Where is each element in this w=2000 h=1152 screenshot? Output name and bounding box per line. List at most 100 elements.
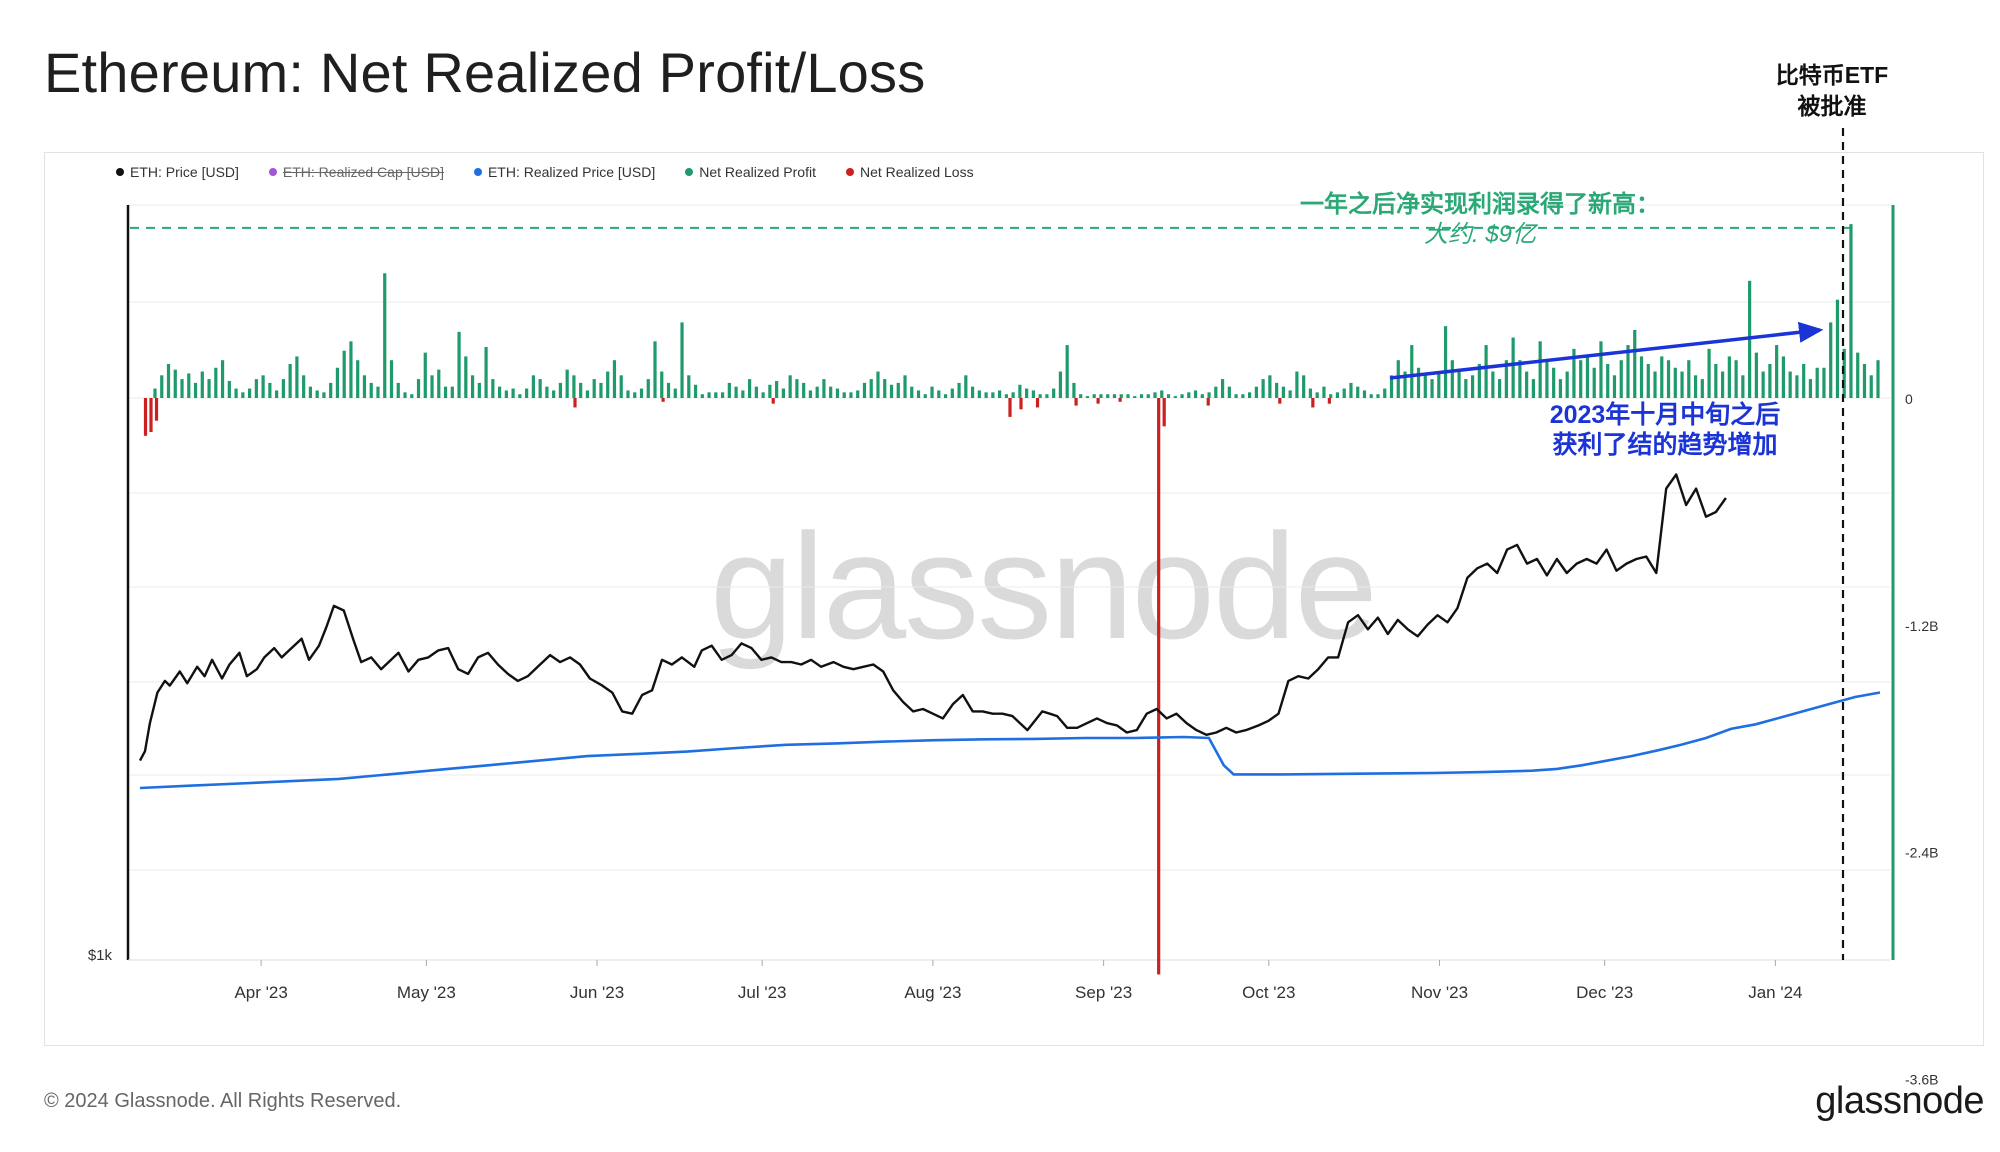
loss-bar [1162,398,1166,427]
profit-bar [1315,392,1319,398]
legend-item-realized-price[interactable]: ETH: Realized Price [USD] [473,164,655,180]
profit-bar [1693,375,1698,398]
profit-bar [673,388,677,398]
profit-bar [1275,382,1279,398]
x-axis-tick-label: Sep '23 [1075,983,1132,1002]
annotation-profit-trend-line2: 获利了结的趋势增加 [1552,431,1778,459]
profit-bar [1045,394,1049,398]
loss-bar [154,398,159,421]
profit-bar [680,322,684,398]
profit-bar [247,388,252,398]
profit-bar [1585,356,1590,398]
profit-bar [315,390,319,398]
profit-bar [592,379,596,398]
profit-bar [1808,379,1813,398]
profit-bar [288,363,292,398]
profit-bar [1241,394,1245,398]
profit-bar [166,363,171,398]
profit-bar [1531,379,1535,398]
legend-dot-icon [473,168,482,176]
profit-bar [193,382,198,398]
x-axis-tick-label: Jan '24 [1748,983,1802,1002]
profit-bar [295,356,299,398]
profit-bar [1457,369,1461,398]
profit-bar [1248,392,1252,398]
profit-bar [268,382,272,398]
profit-bar [1727,356,1731,398]
profit-bar [1538,341,1542,398]
profit-bar [1261,379,1265,398]
profit-bar [727,382,731,398]
profit-bar [1484,345,1488,398]
profit-bar [491,379,495,398]
profit-bar [1322,386,1326,398]
loss-bar [1311,398,1315,408]
profit-bar [1281,386,1285,398]
glassnode-logo[interactable]: glassnode [1815,1080,1984,1122]
profit-bar [1639,356,1644,398]
profit-bar [1666,360,1671,398]
profit-bar [416,379,421,398]
profit-bar [470,375,475,398]
profit-bar [1031,390,1035,398]
profit-bar [1038,394,1042,398]
profit-bar [1072,382,1076,398]
profit-bar [531,375,535,398]
profit-bar [1254,386,1258,398]
profit-bar [1781,356,1786,398]
profit-bar [1302,375,1306,398]
profit-bar [741,390,745,398]
profit-bar [302,375,306,398]
loss-bar [143,398,148,436]
profit-bar [430,375,434,398]
profit-bar [1423,375,1427,398]
loss-bar [1096,398,1100,404]
profit-bar [1383,388,1387,398]
profit-bar [1552,367,1556,398]
profit-bar [950,388,954,398]
profit-bar [883,379,887,398]
legend-dot-icon [845,168,854,176]
legend-item-net-realized-loss[interactable]: Net Realized Loss [845,164,974,180]
profit-bar [1619,360,1623,398]
left-axis-tick-label: $1k [88,947,113,964]
profit-bar [1741,375,1745,398]
profit-bar [903,375,907,398]
eth-realized-price-line [139,691,1881,790]
profit-bar [910,386,914,398]
profit-bar [1599,341,1603,398]
loss-bar [661,398,665,402]
profit-bar [896,382,900,398]
loss-bar [1019,398,1023,410]
x-axis-tick-label: Oct '23 [1242,983,1295,1002]
profit-bar [1376,394,1380,398]
profit-bar [957,382,961,398]
profit-bar [835,388,840,398]
profit-bar [1295,371,1299,398]
profit-bar [808,390,813,398]
profit-bar [511,388,515,398]
profit-bar [187,373,191,398]
profit-bar [1443,326,1448,398]
profit-bar [1389,375,1394,398]
loss-bar [1278,398,1282,404]
profit-bar [1099,394,1103,398]
legend-item-net-realized-profit[interactable]: Net Realized Profit [685,164,816,180]
loss-bar [1327,398,1331,404]
profit-bar [1173,396,1177,398]
profit-bar [1822,367,1826,398]
profit-bar [558,382,563,398]
profit-bar [788,375,792,398]
x-axis-tick-label: Jun '23 [570,983,624,1002]
profit-bar [876,371,880,398]
profit-bar [572,375,576,398]
legend-item-eth-price[interactable]: ETH: Price [USD] [116,164,239,180]
profit-bar [646,379,650,398]
profit-bar [545,386,549,398]
profit-bar [423,352,427,398]
profit-bar [1085,396,1090,398]
legend-item-realized-cap[interactable]: ETH: Realized Cap [USD] [268,164,444,180]
profit-bar [923,394,927,398]
profit-bar [1079,394,1083,398]
profit-bar [1660,356,1664,398]
